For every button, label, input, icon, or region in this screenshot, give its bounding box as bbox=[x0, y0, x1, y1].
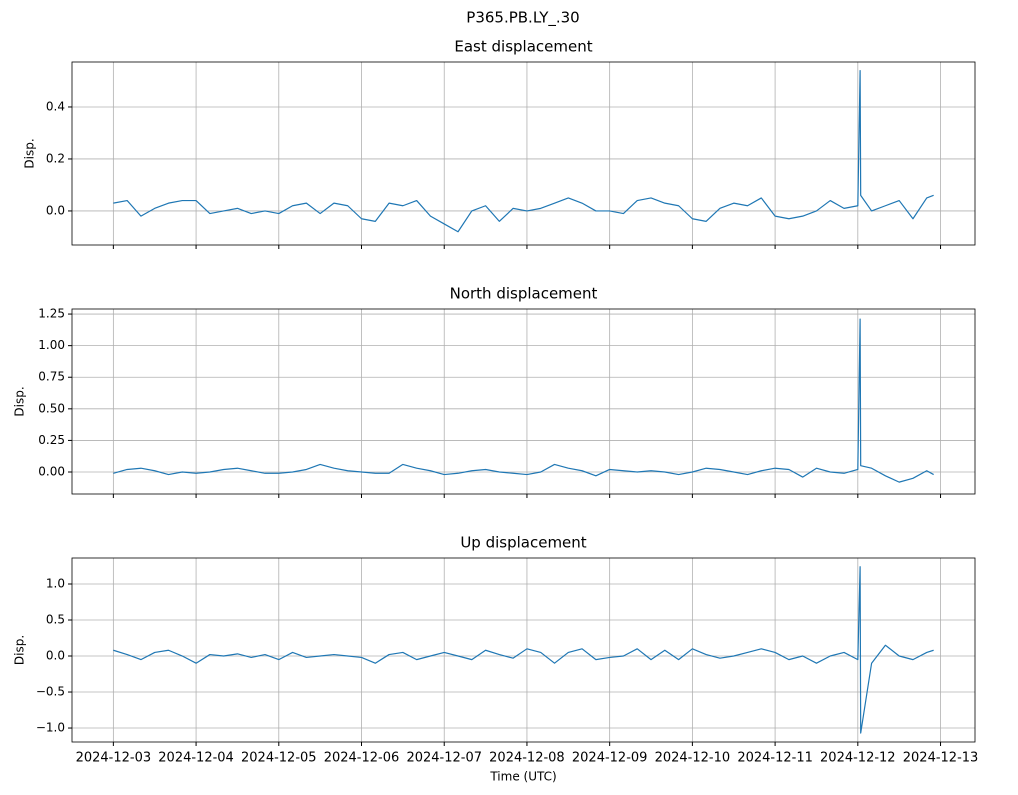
x-tick-label: 2024-12-12 bbox=[820, 751, 896, 766]
figure-title: P365.PB.LY_.30 bbox=[466, 9, 579, 28]
y-tick-label: 0.5 bbox=[46, 613, 65, 627]
y-axis-label: Disp. bbox=[13, 635, 27, 665]
y-tick-label: 0.00 bbox=[38, 465, 65, 479]
x-tick-label: 2024-12-10 bbox=[655, 751, 731, 766]
y-tick-label: 0.2 bbox=[46, 151, 65, 165]
y-tick-label: 1.0 bbox=[46, 576, 65, 590]
y-tick-label: 0.0 bbox=[46, 203, 65, 217]
x-tick-label: 2024-12-06 bbox=[324, 751, 400, 766]
y-axis-label: Disp. bbox=[23, 138, 37, 168]
y-tick-label: 1.25 bbox=[38, 307, 65, 321]
x-tick-label: 2024-12-03 bbox=[76, 751, 152, 766]
y-tick-label: 0.75 bbox=[38, 370, 65, 384]
axes-frame bbox=[71, 61, 976, 246]
y-tick-label: 0.4 bbox=[46, 99, 65, 113]
x-tick-label: 2024-12-13 bbox=[903, 751, 979, 766]
x-axis-label: Time (UTC) bbox=[489, 770, 556, 784]
data-line bbox=[113, 566, 934, 734]
x-tick-label: 2024-12-04 bbox=[158, 751, 234, 766]
axes-title: North displacement bbox=[450, 285, 598, 303]
x-tick-label: 2024-12-09 bbox=[572, 751, 648, 766]
axes-frame bbox=[71, 557, 976, 743]
y-tick-label: −0.5 bbox=[36, 685, 65, 699]
data-line bbox=[113, 318, 934, 483]
x-tick-label: 2024-12-11 bbox=[737, 751, 813, 766]
x-tick-label: 2024-12-07 bbox=[406, 751, 482, 766]
axes-title: East displacement bbox=[454, 38, 592, 56]
y-tick-label: 1.00 bbox=[38, 338, 65, 352]
axes-frame bbox=[71, 308, 976, 495]
y-tick-label: 0.50 bbox=[38, 401, 65, 415]
axes-title: Up displacement bbox=[460, 534, 586, 552]
x-tick-label: 2024-12-05 bbox=[241, 751, 317, 766]
y-axis-label: Disp. bbox=[13, 386, 27, 416]
data-line bbox=[113, 69, 934, 233]
y-tick-label: 0.25 bbox=[38, 433, 65, 447]
y-tick-label: 0.0 bbox=[46, 649, 65, 663]
x-tick-label: 2024-12-08 bbox=[489, 751, 565, 766]
y-tick-label: −1.0 bbox=[36, 721, 65, 735]
